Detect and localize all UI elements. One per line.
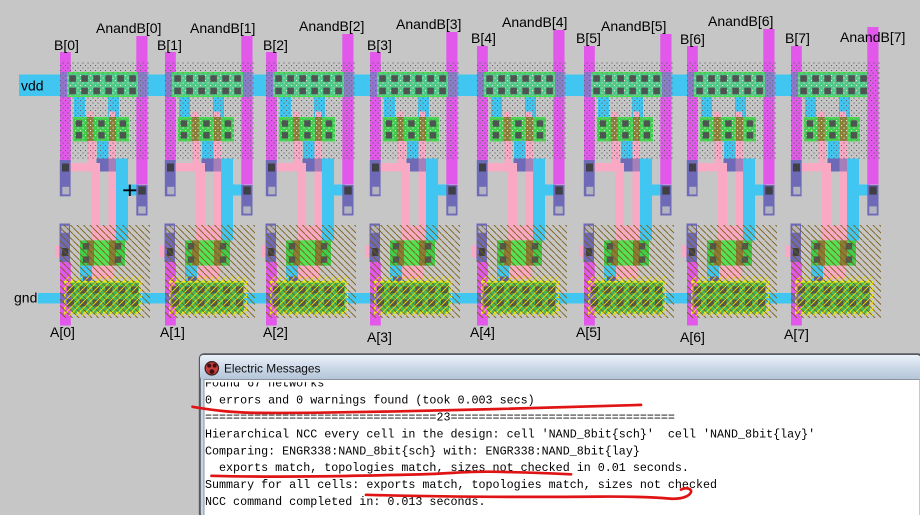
- svg-text:gnd: gnd: [14, 290, 37, 306]
- svg-text:AnandB[1]: AnandB[1]: [190, 20, 255, 36]
- svg-text:A[7]: A[7]: [784, 326, 809, 342]
- svg-text:Comparing: ENGR338:NAND_8bit{s: Comparing: ENGR338:NAND_8bit{sch} with: …: [205, 444, 640, 458]
- svg-text:B[3]: B[3]: [367, 37, 392, 53]
- svg-text:A[6]: A[6]: [680, 329, 705, 345]
- svg-text:exports match, topologies matc: exports match, topologies match, sizes n…: [205, 461, 689, 475]
- svg-text:A[3]: A[3]: [367, 329, 392, 345]
- svg-text:AnandB[5]: AnandB[5]: [601, 18, 666, 34]
- svg-text:Electric Messages: Electric Messages: [224, 361, 321, 375]
- svg-text:AnandB[3]: AnandB[3]: [396, 16, 461, 32]
- svg-text:Found 67 networks: Found 67 networks: [205, 377, 324, 391]
- svg-text:A[0]: A[0]: [50, 324, 75, 340]
- svg-text:Hierarchical NCC every cell in: Hierarchical NCC every cell in the desig…: [205, 427, 815, 441]
- svg-text:AnandB[6]: AnandB[6]: [708, 13, 773, 29]
- svg-text:B[2]: B[2]: [263, 37, 288, 53]
- svg-text:vdd: vdd: [21, 78, 44, 94]
- svg-text:B[0]: B[0]: [54, 37, 79, 53]
- svg-text:NCC command completed in: 0.01: NCC command completed in: 0.013 seconds.: [205, 495, 486, 509]
- svg-text:A[1]: A[1]: [160, 324, 185, 340]
- svg-text:A[2]: A[2]: [263, 324, 288, 340]
- svg-text:B[1]: B[1]: [157, 37, 182, 53]
- svg-text:B[4]: B[4]: [471, 30, 496, 46]
- svg-text:AnandB[7]: AnandB[7]: [840, 29, 905, 45]
- svg-text:A[5]: A[5]: [576, 324, 601, 340]
- svg-text:B[6]: B[6]: [680, 31, 705, 47]
- svg-text:A[4]: A[4]: [470, 324, 495, 340]
- svg-text:Summary for all cells: exports: Summary for all cells: exports match, to…: [205, 478, 717, 492]
- svg-text:AnandB[4]: AnandB[4]: [502, 14, 567, 30]
- svg-text:AnandB[2]: AnandB[2]: [299, 18, 364, 34]
- svg-text:==============================: =================================23=====…: [205, 411, 675, 425]
- svg-text:AnandB[0]: AnandB[0]: [96, 20, 161, 36]
- svg-text:B[5]: B[5]: [576, 30, 601, 46]
- svg-text:0 errors and 0 warnings found: 0 errors and 0 warnings found (took 0.00…: [205, 394, 535, 408]
- svg-text:B[7]: B[7]: [785, 30, 810, 46]
